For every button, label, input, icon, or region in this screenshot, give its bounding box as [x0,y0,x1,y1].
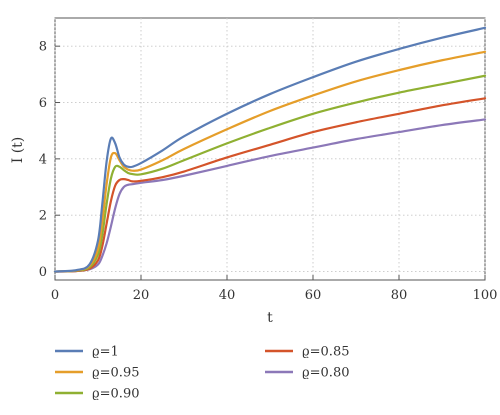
legend-item: ϱ=0.90 [55,387,139,402]
y-tick-label: 2 [39,209,47,224]
x-tick-label: 80 [391,288,408,303]
legend-label: ϱ=0.95 [92,366,139,381]
series-lines [53,26,487,273]
legend-label: ϱ=1 [92,345,119,360]
legend-item: ϱ=0.80 [265,366,349,381]
grid-lines [54,18,486,280]
x-tick-label: 100 [473,288,498,303]
legend: ϱ=1 ϱ=0.95 ϱ=0.90 ϱ=0.85 ϱ=0.80 [55,345,349,402]
x-tick-label: 40 [219,288,236,303]
x-tick-label: 20 [133,288,150,303]
series-line [53,50,487,273]
axis-ticks: 0 20 40 60 80 100 0 2 4 6 8 [39,40,498,303]
x-tick-label: 60 [305,288,322,303]
legend-item: ϱ=0.95 [55,366,139,381]
series-line [53,26,487,273]
y-tick-label: 8 [39,40,47,55]
y-tick-label: 0 [39,265,47,280]
legend-label: ϱ=0.80 [302,366,349,381]
y-tick-label: 4 [39,152,47,167]
y-tick-label: 6 [39,96,47,111]
legend-item: ϱ=0.85 [265,345,349,360]
legend-label: ϱ=0.90 [92,387,139,402]
series-line [53,118,487,273]
series-line [53,97,487,273]
y-axis-title: I (t) [10,137,26,164]
series-line [53,74,487,273]
legend-label: ϱ=0.85 [302,345,349,360]
legend-item: ϱ=1 [55,345,119,360]
plot-frame [54,17,486,281]
x-axis-title: t [267,310,273,326]
x-tick-label: 0 [51,288,59,303]
